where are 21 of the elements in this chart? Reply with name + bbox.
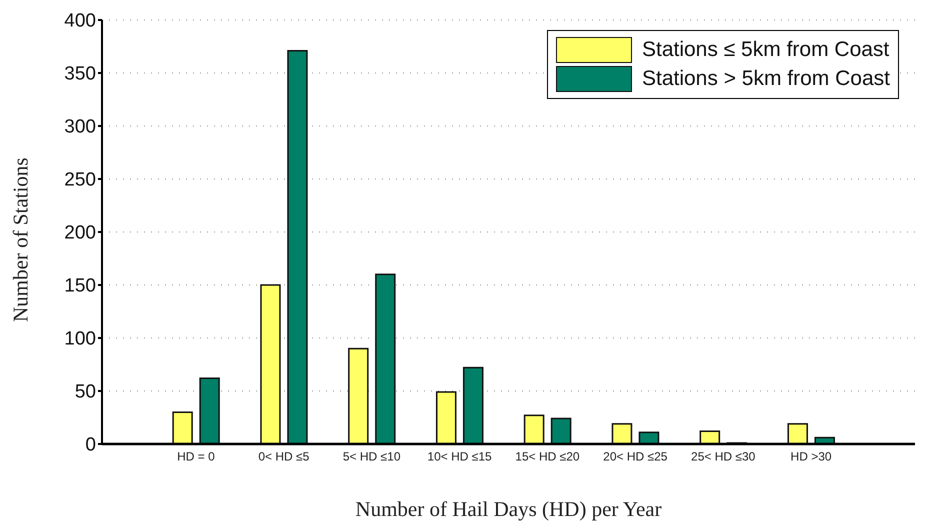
y-tick-label: 0 (85, 434, 96, 456)
x-tick-label: 25< HD ≤30 (691, 450, 756, 464)
x-tick-label: 15< HD ≤20 (515, 450, 580, 464)
y-tick-label: 200 (64, 222, 96, 244)
y-tick-label: 150 (64, 276, 96, 297)
y-tick-label: 250 (64, 170, 96, 191)
x-tick-label: 5< HD ≤10 (342, 450, 401, 464)
y-tick-label: 400 (64, 10, 96, 32)
x-tick-label: 20< HD ≤25 (603, 450, 668, 464)
x-tick-label: 10< HD ≤15 (427, 450, 492, 464)
y-tick-label: 300 (64, 116, 96, 138)
x-axis-title: Number of Hail Days (HD) per Year (355, 497, 662, 521)
legend-label: Stations ≤ 5km from Coast (640, 37, 890, 63)
x-tick-label: HD = 0 (177, 450, 216, 464)
x-tick-label: 0< HD ≤5 (258, 450, 310, 464)
x-tick-label: HD >30 (790, 450, 832, 464)
y-axis-title: Number of Stations (8, 158, 32, 322)
y-tick-label: 50 (74, 382, 96, 403)
legend-label: Stations > 5km from Coast (640, 66, 890, 92)
y-tick-label: 350 (64, 64, 96, 85)
y-tick-label: 100 (64, 328, 96, 350)
